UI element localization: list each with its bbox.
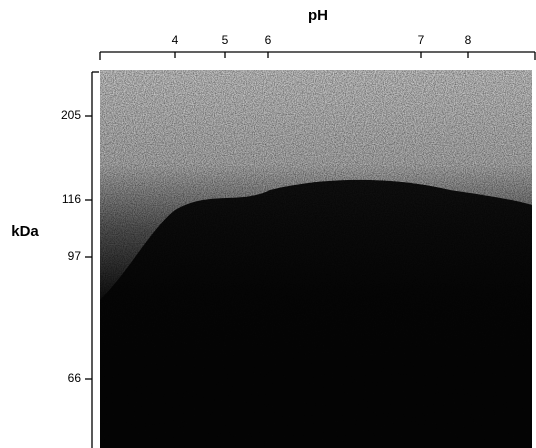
kda-tick-label: 116: [62, 192, 81, 206]
ph-tick-label: 8: [465, 33, 472, 47]
x-axis-title: pH: [308, 7, 328, 24]
y-axis-title: kDa: [11, 223, 39, 240]
kda-tick-label: 97: [68, 249, 82, 263]
kda-tick-label: 66: [68, 371, 82, 385]
ph-tick-label: 5: [222, 33, 229, 47]
gel-image: [100, 70, 532, 448]
kda-tick-label: 205: [61, 108, 81, 122]
ph-tick-label: 4: [172, 33, 179, 47]
ph-tick-label: 6: [265, 33, 272, 47]
ph-tick-label: 7: [418, 33, 425, 47]
